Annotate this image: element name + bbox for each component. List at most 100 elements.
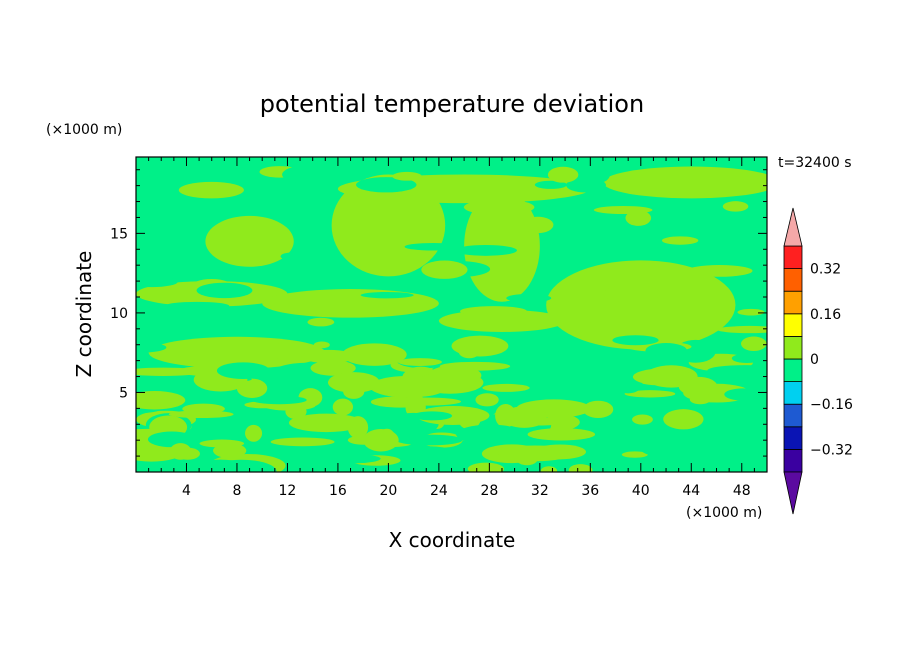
colorbar-tick-label: 0.16 <box>810 307 841 323</box>
x-tick-label: 44 <box>682 483 700 499</box>
field-region <box>164 301 230 310</box>
colorbar-tick-label: 0.32 <box>810 262 841 278</box>
colorbar-bin <box>783 381 803 405</box>
field-region <box>458 345 480 359</box>
y-axis-ticks: 5 10 15 <box>110 169 767 457</box>
field-region <box>663 409 704 430</box>
field-region <box>404 446 452 458</box>
field-region <box>625 210 652 226</box>
field-region <box>522 216 554 234</box>
field-region <box>602 166 767 199</box>
field-region <box>475 393 499 407</box>
colorbar-overflow-triangle <box>783 207 803 247</box>
field-region <box>568 464 593 472</box>
field-region <box>245 424 263 442</box>
field-region <box>482 383 530 392</box>
field-region <box>307 317 335 327</box>
field-region <box>644 246 709 259</box>
x-tick-label: 36 <box>581 483 599 499</box>
x-unit-label: (×1000 m) <box>686 505 762 521</box>
field-region <box>438 309 566 333</box>
field-region <box>645 343 688 359</box>
field-region <box>301 349 356 364</box>
field-region <box>546 260 736 350</box>
field-region <box>454 245 517 256</box>
field-region <box>641 442 679 457</box>
field-region <box>288 413 364 433</box>
field-region <box>737 308 765 316</box>
field-region <box>280 252 305 261</box>
field-region <box>196 282 253 299</box>
field-region <box>632 368 694 386</box>
field-region <box>547 166 579 183</box>
x-tick-label: 16 <box>329 483 347 499</box>
x-tick-label: 28 <box>480 483 498 499</box>
field-region <box>583 400 614 419</box>
field-region <box>374 316 427 331</box>
field-region <box>717 465 754 472</box>
field-region <box>136 276 178 288</box>
field-region <box>698 424 767 443</box>
field-region <box>205 215 294 267</box>
field-region <box>396 434 463 446</box>
field-region <box>456 424 525 445</box>
field-region <box>313 341 330 349</box>
field-region <box>500 417 571 426</box>
field-region <box>624 390 676 398</box>
colorbar-tick-label: 0 <box>810 352 819 368</box>
field-region <box>463 199 535 215</box>
field-region <box>356 177 417 193</box>
colorbar-bin <box>783 245 803 270</box>
field-region <box>188 459 253 472</box>
field-region <box>386 397 461 406</box>
colorbar: 0.32 0.16 0 −0.16 −0.32 <box>783 207 853 515</box>
y-tick-label: 10 <box>110 306 128 322</box>
field-region <box>542 337 574 352</box>
field-region <box>392 171 422 181</box>
field-region <box>731 353 762 364</box>
field-region <box>342 343 407 366</box>
field-region <box>724 388 762 401</box>
field-region <box>722 201 749 212</box>
field-region <box>285 404 307 420</box>
field-region <box>168 410 234 419</box>
y-axis-label: Z coordinate <box>72 251 96 378</box>
field-region <box>136 391 186 410</box>
field-region <box>347 435 379 445</box>
field-region <box>537 350 568 372</box>
field-region <box>216 362 270 380</box>
field-region <box>612 335 659 346</box>
field-region <box>567 238 594 255</box>
x-tick-label: 12 <box>279 483 297 499</box>
x-tick-label: 32 <box>531 483 549 499</box>
field-region <box>373 378 440 387</box>
field-region <box>147 431 196 448</box>
field-region <box>310 360 356 376</box>
field-region <box>213 443 247 459</box>
field-region <box>716 325 767 334</box>
field-region <box>332 398 354 416</box>
colorbar-bin <box>783 313 803 337</box>
field-region <box>196 423 219 438</box>
field-region <box>421 260 468 279</box>
field-region <box>174 356 195 364</box>
field-region <box>621 451 648 458</box>
field-region <box>360 291 414 299</box>
colorbar-bin <box>783 403 803 428</box>
field-region <box>262 289 439 318</box>
chart-title: potential temperature deviation <box>260 90 644 118</box>
x-tick-label: 8 <box>232 483 241 499</box>
colorbar-tick-label: −0.32 <box>810 442 853 458</box>
x-tick-label: 24 <box>430 483 448 499</box>
y-tick-label: 5 <box>119 385 128 401</box>
field-region <box>572 384 605 397</box>
field-region <box>460 306 527 317</box>
field-region <box>412 411 453 421</box>
field-region <box>603 284 661 303</box>
field-region <box>397 358 442 366</box>
field-region <box>270 437 335 447</box>
field-region <box>740 336 767 352</box>
field-region <box>363 428 399 452</box>
colorbar-bin <box>783 426 803 450</box>
field-region <box>169 443 192 460</box>
